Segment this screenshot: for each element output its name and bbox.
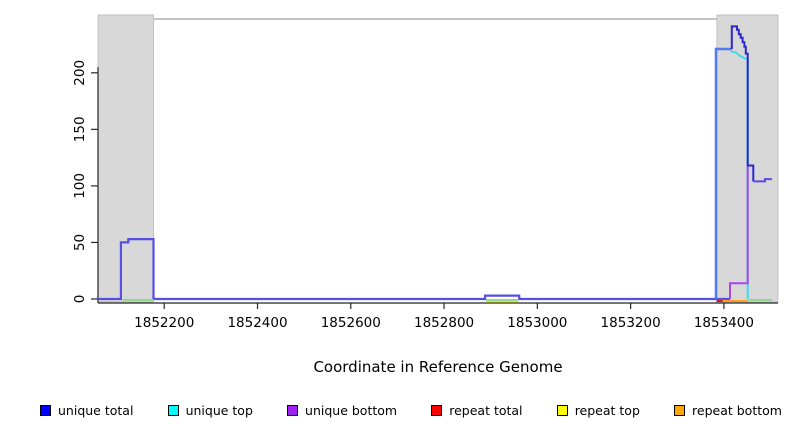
legend-swatch-icon [40,404,51,416]
x-tick-label: 1852800 [414,315,474,331]
x-tick-label: 1852200 [134,315,194,331]
legend-label: unique top [185,402,253,418]
legend-item-unique-total: unique total [40,403,133,418]
legend-item-repeat-top: repeat top [556,402,640,418]
legend-swatch-icon [431,404,443,416]
series-line [98,238,730,301]
x-tick-label: 1853000 [507,315,567,331]
x-tick-label: 1853400 [694,315,754,331]
legend-label: repeat top [574,402,640,418]
coverage-plot-svg: 1852200 1852400 1852600 1852800 1853000 18532… [72,14,779,376]
legend-swatch-icon [167,404,179,416]
legend-item-unique-bottom: unique bottom [287,403,397,418]
legend-item-repeat-total: repeat total [431,402,523,418]
x-axis-label: Coordinate in Reference Genome [313,358,562,376]
y-tick-label: 50 [72,234,88,251]
series-line [730,25,755,182]
y-tick-label: 200 [72,60,88,86]
legend-swatch-icon [556,404,568,416]
x-tick-label: 1852400 [227,315,287,331]
y-tick-label: 150 [72,116,88,142]
legend-item-repeat-bottom: repeat bottom [674,403,782,418]
legend-label: repeat total [449,402,523,418]
legend-label: unique total [58,402,134,418]
y-tick-label: 100 [72,173,88,199]
x-tick-label: 1853200 [601,315,661,331]
series-line [729,165,749,299]
legend-label: unique bottom [305,402,398,418]
x-tick-label: 1852600 [321,315,381,331]
legend: unique total unique top unique bottom repea… [40,399,782,421]
legend-swatch-icon [674,404,686,416]
shaded-band-0 [97,14,154,303]
series-line [714,47,732,299]
y-tick-label: 0 [72,295,88,304]
legend-swatch-icon [287,404,299,416]
legend-item-unique-top: unique top [167,402,253,418]
legend-label: repeat bottom [692,402,782,418]
series-line [753,178,772,183]
